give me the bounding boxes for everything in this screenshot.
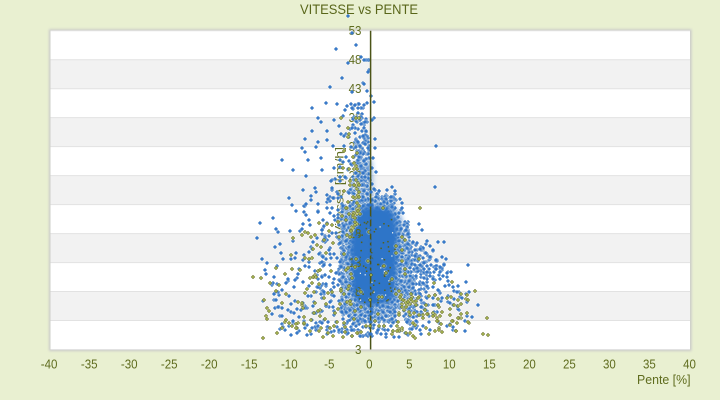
svg-text:-20: -20 <box>201 356 218 371</box>
svg-text:-5: -5 <box>324 356 334 371</box>
svg-text:-10: -10 <box>281 356 298 371</box>
svg-text:-25: -25 <box>161 356 178 371</box>
svg-text:40: 40 <box>683 356 696 371</box>
svg-text:53: 53 <box>349 23 362 38</box>
svg-text:15: 15 <box>483 356 496 371</box>
svg-text:-30: -30 <box>121 356 138 371</box>
svg-text:0: 0 <box>366 356 372 371</box>
svg-text:48: 48 <box>349 52 362 67</box>
svg-text:8: 8 <box>355 284 361 299</box>
svg-text:-15: -15 <box>241 356 258 371</box>
svg-text:5: 5 <box>406 356 412 371</box>
svg-text:25: 25 <box>563 356 576 371</box>
svg-text:30: 30 <box>603 356 616 371</box>
svg-text:43: 43 <box>349 81 362 96</box>
svg-text:35: 35 <box>643 356 656 371</box>
svg-text:Pente [%]: Pente [%] <box>637 373 691 387</box>
svg-text:10: 10 <box>443 356 456 371</box>
svg-text:-35: -35 <box>81 356 98 371</box>
svg-text:20: 20 <box>523 356 536 371</box>
svg-text:VITESSE vs PENTE: VITESSE vs PENTE <box>300 2 418 17</box>
svg-text:3: 3 <box>355 342 361 357</box>
svg-text:-40: -40 <box>41 356 58 371</box>
